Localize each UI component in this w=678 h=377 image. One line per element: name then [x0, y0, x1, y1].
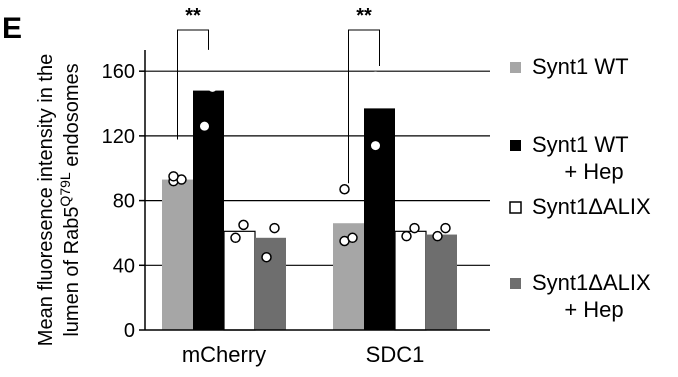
data-point — [339, 184, 350, 195]
data-point — [371, 141, 380, 151]
data-point — [432, 230, 443, 242]
y-axis-title-line2: lumen of Rab5Q79L endosomes — [57, 63, 83, 336]
bar — [162, 179, 193, 330]
y-tick-label: 120 — [102, 126, 135, 148]
data-point — [371, 71, 380, 81]
legend-label: Synt1ΔALIX — [532, 194, 651, 219]
legend-label: Synt1ΔALIX — [532, 270, 651, 295]
legend-swatch — [509, 201, 522, 214]
legend-swatch — [510, 140, 521, 151]
bar — [426, 234, 457, 330]
significance-label: ** — [185, 5, 201, 27]
y-axis-title-line1: Mean fluoresence intensity in the — [35, 54, 57, 346]
legend-swatch — [510, 62, 521, 73]
panel-letter: E — [2, 12, 22, 45]
bar — [255, 237, 286, 330]
bar — [364, 108, 395, 330]
data-point — [238, 219, 249, 231]
data-point — [347, 232, 358, 244]
legend-label: Synt1 WT — [532, 132, 629, 157]
x-tick-label: mCherry — [182, 342, 266, 367]
y-tick-label: 40 — [113, 255, 135, 277]
y-tick-label: 80 — [113, 191, 135, 213]
x-tick-label: SDC1 — [366, 342, 425, 367]
data-point — [230, 232, 241, 244]
data-point — [440, 222, 451, 234]
significance-label: ** — [356, 5, 372, 27]
bar — [394, 230, 427, 331]
legend-label: Synt1 WT — [532, 54, 629, 79]
y-axis-title-superscript: Q79L — [57, 172, 73, 206]
data-point — [168, 171, 179, 182]
legend-swatch — [510, 278, 521, 289]
y-axis-title: Mean fluoresence intensity in the lumen … — [35, 54, 83, 346]
data-point — [379, 94, 388, 104]
data-point — [261, 251, 272, 263]
y-tick-label: 160 — [102, 61, 135, 83]
data-point — [200, 121, 209, 131]
bar — [223, 230, 256, 331]
bar — [193, 90, 224, 331]
y-axis-title-line2-suffix: endosomes — [61, 63, 83, 172]
data-point — [200, 55, 209, 65]
data-point — [208, 82, 217, 92]
legend-label: + Hep — [564, 159, 623, 184]
y-axis-title-line2-prefix: lumen of Rab5 — [61, 207, 83, 337]
legend-label: + Hep — [564, 297, 623, 322]
y-tick-label: 0 — [124, 320, 135, 342]
significance-bracket — [177, 29, 209, 140]
data-point — [401, 230, 412, 242]
significance-bracket — [348, 29, 380, 184]
plot-area: 0 40 80 120 160 mCherry SDC1 ** ** — [102, 5, 490, 367]
data-point — [269, 222, 280, 234]
data-point — [409, 222, 420, 234]
